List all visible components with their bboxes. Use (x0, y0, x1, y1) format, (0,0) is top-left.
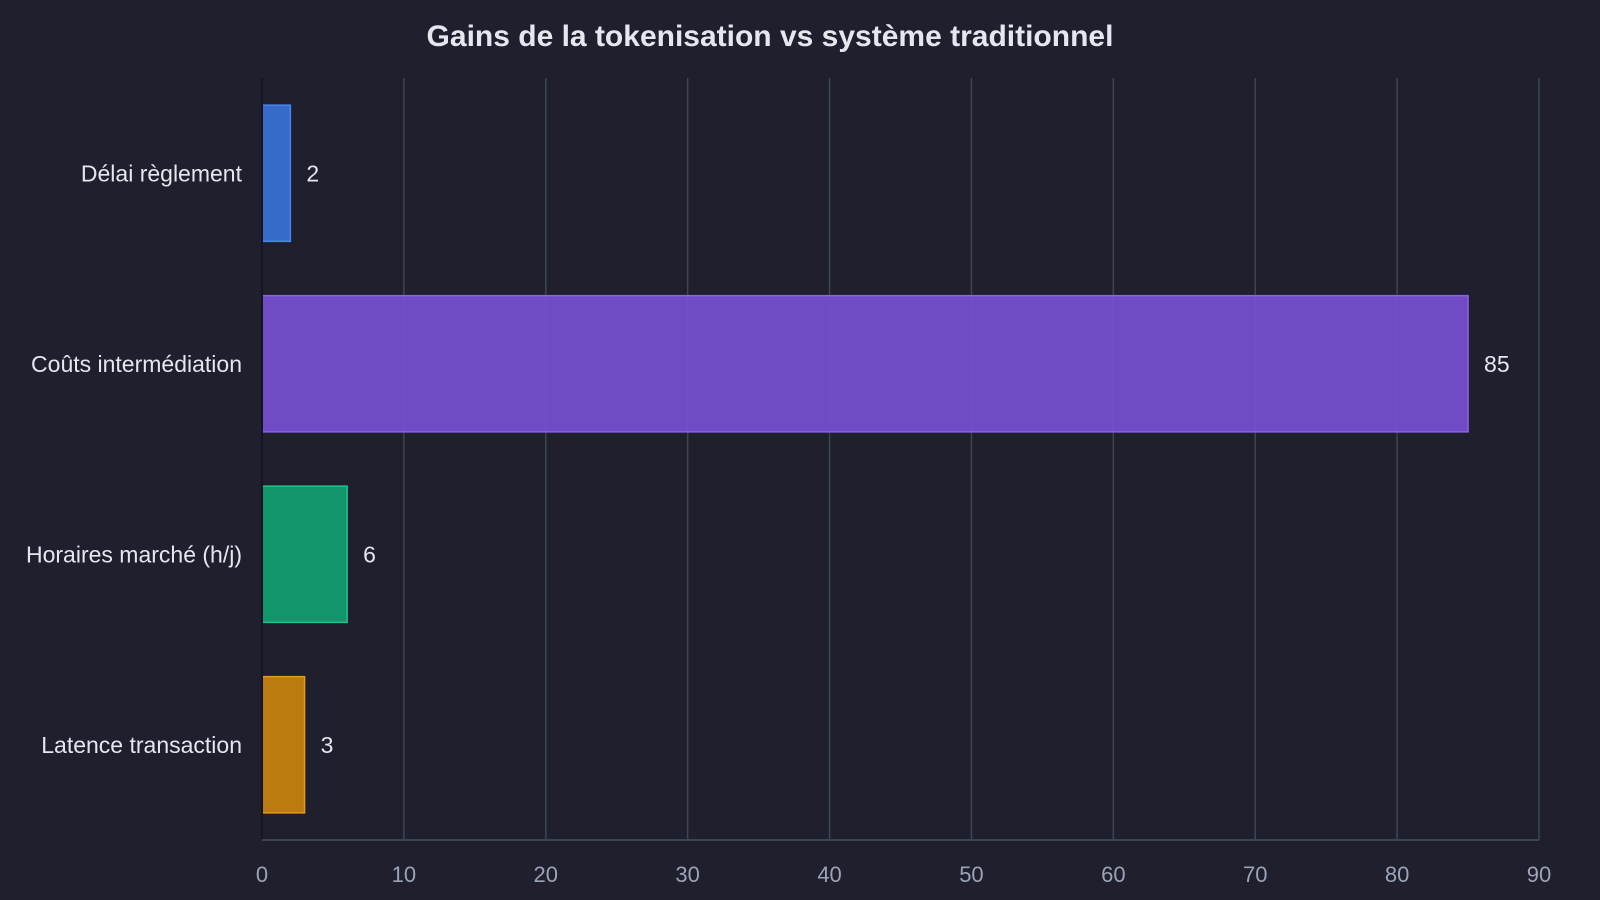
value-label: 85 (1484, 351, 1510, 377)
value-label: 3 (321, 732, 334, 758)
chart-title: Gains de la tokenisation vs système trad… (426, 20, 1114, 53)
x-tick-label: 80 (1385, 862, 1409, 887)
bar-2 (261, 485, 348, 624)
grid-layer (403, 78, 1540, 840)
bar-3 (261, 675, 306, 814)
label-layer: 0 10 20 30 40 50 60 70 80 90 Délai règlement 2 Coûts… (26, 160, 1551, 887)
value-label: 6 (363, 541, 376, 567)
bar-0 (261, 104, 292, 243)
x-tick-label: 50 (959, 862, 983, 887)
x-tick-label: 10 (392, 862, 416, 887)
category-label: Délai règlement (81, 160, 243, 186)
x-tick-label: 90 (1527, 862, 1551, 887)
x-tick-label: 30 (675, 862, 699, 887)
axis-layer (261, 78, 1539, 841)
category-label: Coûts intermédiation (31, 351, 242, 377)
x-tick-label: 0 (256, 862, 268, 887)
category-label: Latence transaction (41, 732, 242, 758)
bar-layer (261, 104, 1469, 814)
x-tick-label: 20 (534, 862, 558, 887)
x-tick-label: 60 (1101, 862, 1125, 887)
value-label: 2 (306, 160, 319, 186)
bar-1 (261, 294, 1469, 433)
x-tick-label: 40 (817, 862, 841, 887)
x-tick-label: 70 (1243, 862, 1267, 887)
category-label: Horaires marché (h/j) (26, 541, 242, 567)
